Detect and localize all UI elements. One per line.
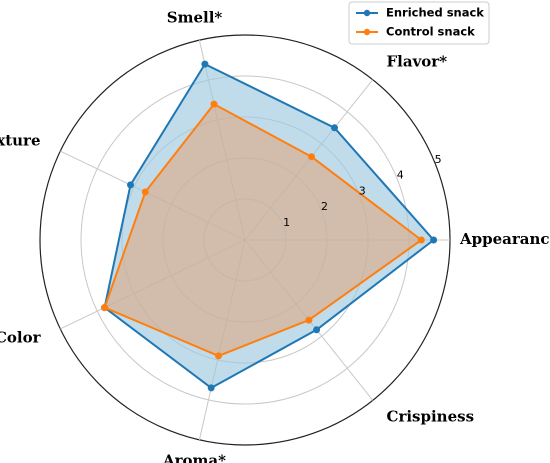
- series-point-0-1: [331, 124, 338, 132]
- series-point-0-5: [207, 384, 215, 392]
- legend-box: [348, 1, 490, 45]
- series-point-0-2: [201, 60, 209, 68]
- legend-label-1: Control snack: [386, 25, 475, 39]
- radar-series: [101, 60, 438, 392]
- r-tick-label: 2: [321, 200, 328, 213]
- r-tick-label: 5: [435, 153, 442, 166]
- series-line-1: [103, 103, 423, 357]
- axis-label: Texture: [0, 132, 41, 150]
- radar-labels: 1 2 3 4 5 Appearance Flavor* Smell* Texture Color…: [0, 9, 550, 463]
- axis-label: Aroma*: [162, 451, 226, 463]
- series-line-0: [103, 63, 435, 389]
- axis-label: Color: [0, 329, 42, 347]
- axis-label: Appearance: [459, 230, 550, 248]
- legend: Enriched snack Control snack: [348, 1, 490, 45]
- series-point-1-6: [305, 316, 313, 324]
- series-point-1-1: [308, 153, 315, 161]
- series-point-1-3: [141, 188, 149, 196]
- series-area-1: [104, 104, 422, 356]
- series-point-1-5: [215, 352, 222, 360]
- legend-marker-0: [363, 9, 371, 17]
- series-point-1-4: [101, 304, 109, 312]
- series-point-0-3: [127, 181, 134, 189]
- series-point-0-0: [430, 236, 438, 244]
- axis-label: Flavor*: [387, 53, 448, 71]
- series-point-0-6: [313, 326, 321, 334]
- legend-marker-1: [363, 28, 371, 36]
- series-point-1-2: [210, 100, 218, 108]
- axis-label: Smell*: [167, 9, 223, 27]
- r-tick-label: 3: [359, 184, 366, 197]
- r-tick-label: 4: [397, 169, 404, 182]
- legend-label-0: Enriched snack: [386, 6, 484, 20]
- series-point-1-0: [417, 236, 425, 244]
- r-tick-label: 1: [283, 216, 290, 229]
- axis-label: Crispiness: [387, 408, 475, 426]
